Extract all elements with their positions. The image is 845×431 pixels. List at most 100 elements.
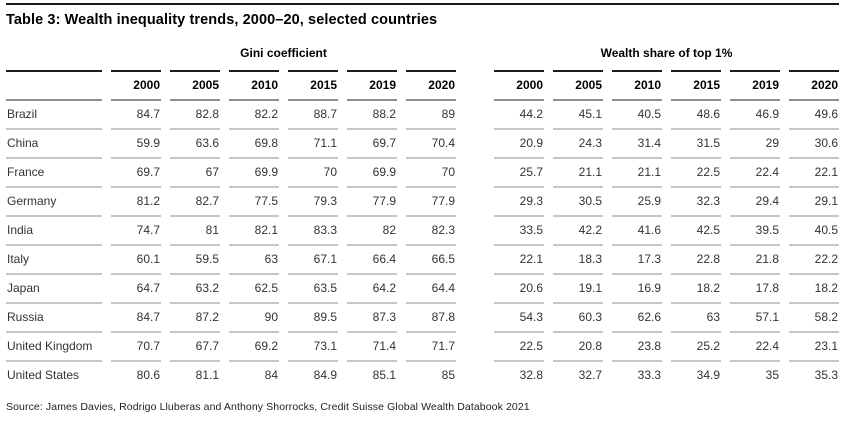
country-label: Italy bbox=[6, 246, 102, 275]
gini-value: 87.3 bbox=[347, 304, 397, 333]
wealth-share-value: 22.5 bbox=[671, 159, 721, 188]
wealth-share-value: 29 bbox=[730, 130, 780, 159]
wealth-share-value: 34.9 bbox=[696, 368, 720, 382]
gini-value: 69.7 bbox=[347, 130, 397, 159]
wealth-share-value: 54.3 bbox=[494, 304, 544, 333]
wealth-share-value: 49.6 bbox=[789, 101, 839, 130]
wealth-share-value: 18.3 bbox=[553, 246, 603, 275]
country-label: Japan bbox=[6, 275, 102, 304]
gini-value: 69.7 bbox=[111, 159, 161, 188]
gini-value: 84 bbox=[264, 368, 278, 382]
table-row: Germany 81.2 82.7 77.5 79.3 77.9 77.9 29.3 30.5 2… bbox=[6, 188, 839, 217]
gini-value: 69.8 bbox=[229, 130, 279, 159]
gini-value: 69.9 bbox=[347, 159, 397, 188]
year-header-row: 2000 2005 2010 2015 2019 2020 2000 2005 2010 2015… bbox=[6, 70, 839, 101]
table-title: Table 3: Wealth inequality trends, 2000–… bbox=[6, 12, 438, 28]
group-gap bbox=[465, 188, 485, 217]
group-gap bbox=[465, 217, 485, 246]
country-label: Russia bbox=[6, 304, 102, 333]
gini-value: 81.2 bbox=[111, 188, 161, 217]
gini-value: 87.2 bbox=[170, 304, 220, 333]
year-header: 2020 bbox=[406, 70, 456, 101]
wealth-share-value: 48.6 bbox=[671, 101, 721, 130]
table-row: France 69.7 67 69.9 70 69.9 70 25.7 21.1 21.1 22.5… bbox=[6, 159, 839, 188]
wealth-share-value: 40.5 bbox=[612, 101, 662, 130]
gini-value: 70 bbox=[288, 159, 338, 188]
country-label: France bbox=[6, 159, 102, 188]
gini-value: 74.7 bbox=[111, 217, 161, 246]
group-gap bbox=[465, 304, 485, 333]
group-gap bbox=[465, 44, 485, 70]
source-note: Source: James Davies, Rodrigo Lluberas a… bbox=[6, 401, 530, 413]
gini-value: 69.2 bbox=[229, 333, 279, 362]
gini-value: 88.7 bbox=[288, 101, 338, 130]
gini-value: 87.8 bbox=[406, 304, 456, 333]
gini-value: 73.1 bbox=[288, 333, 338, 362]
year-header: 2015 bbox=[671, 70, 721, 101]
country-label: India bbox=[6, 217, 102, 246]
year-header: 2020 bbox=[789, 70, 839, 101]
table-row: Russia 84.7 87.2 90 89.5 87.3 87.8 54.3 60.3 62.6… bbox=[6, 304, 839, 333]
wealth-share-value: 22.1 bbox=[494, 246, 544, 275]
gini-value: 79.3 bbox=[288, 188, 338, 217]
wealth-share-value: 20.8 bbox=[553, 333, 603, 362]
wealth-share-value: 20.9 bbox=[494, 130, 544, 159]
gini-value: 63.6 bbox=[170, 130, 220, 159]
wealth-share-value: 35.3 bbox=[814, 368, 838, 382]
wealth-share-value: 40.5 bbox=[789, 217, 839, 246]
gini-value: 71.1 bbox=[288, 130, 338, 159]
gini-value: 67 bbox=[170, 159, 220, 188]
gini-value: 88.2 bbox=[347, 101, 397, 130]
gini-value: 70.4 bbox=[406, 130, 456, 159]
document-page: Table 3: Wealth inequality trends, 2000–… bbox=[6, 3, 839, 413]
gini-value: 64.7 bbox=[111, 275, 161, 304]
year-header: 2019 bbox=[730, 70, 780, 101]
gini-value: 82.2 bbox=[229, 101, 279, 130]
group-header-wealth-share: Wealth share of top 1% bbox=[600, 46, 733, 60]
wealth-share-value: 22.4 bbox=[730, 159, 780, 188]
year-header: 2010 bbox=[612, 70, 662, 101]
wealth-share-value: 58.2 bbox=[789, 304, 839, 333]
gini-value: 67.1 bbox=[288, 246, 338, 275]
year-header: 2000 bbox=[494, 70, 544, 101]
wealth-share-value: 60.3 bbox=[553, 304, 603, 333]
gini-value: 66.5 bbox=[406, 246, 456, 275]
gini-value: 84.7 bbox=[111, 101, 161, 130]
gini-value: 89 bbox=[406, 101, 456, 130]
wealth-share-value: 46.9 bbox=[730, 101, 780, 130]
wealth-share-value: 24.3 bbox=[553, 130, 603, 159]
gini-value: 59.5 bbox=[170, 246, 220, 275]
gini-value: 71.7 bbox=[406, 333, 456, 362]
wealth-share-value: 31.4 bbox=[612, 130, 662, 159]
country-label: United Kingdom bbox=[6, 333, 102, 362]
wealth-share-value: 22.8 bbox=[671, 246, 721, 275]
wealth-share-value: 57.1 bbox=[730, 304, 780, 333]
country-label: Brazil bbox=[6, 101, 102, 130]
country-label: China bbox=[6, 130, 102, 159]
gini-value: 60.1 bbox=[111, 246, 161, 275]
wealth-share-value: 33.3 bbox=[637, 368, 661, 382]
country-label: Germany bbox=[6, 188, 102, 217]
gini-value: 70 bbox=[406, 159, 456, 188]
year-header: 2005 bbox=[170, 70, 220, 101]
year-header: 2005 bbox=[553, 70, 603, 101]
wealth-share-value: 62.6 bbox=[612, 304, 662, 333]
gini-value: 83.3 bbox=[288, 217, 338, 246]
wealth-share-value: 19.1 bbox=[553, 275, 603, 304]
gini-value: 77.9 bbox=[347, 188, 397, 217]
group-gap bbox=[465, 275, 485, 304]
wealth-inequality-table: Gini coefficient Wealth share of top 1% … bbox=[0, 44, 845, 389]
gini-value: 81.1 bbox=[195, 368, 219, 382]
wealth-share-value: 23.8 bbox=[612, 333, 662, 362]
gini-value: 82 bbox=[347, 217, 397, 246]
gini-value: 66.4 bbox=[347, 246, 397, 275]
wealth-share-value: 32.7 bbox=[578, 368, 602, 382]
gini-value: 63.5 bbox=[288, 275, 338, 304]
table-row: Italy 60.1 59.5 63 67.1 66.4 66.5 22.1 18.3 17.3 2… bbox=[6, 246, 839, 275]
wealth-share-value: 63 bbox=[671, 304, 721, 333]
gini-value: 84.7 bbox=[111, 304, 161, 333]
wealth-share-value: 33.5 bbox=[494, 217, 544, 246]
wealth-share-value: 30.5 bbox=[553, 188, 603, 217]
group-header-row: Gini coefficient Wealth share of top 1% bbox=[6, 44, 839, 70]
table-row: Brazil 84.7 82.8 82.2 88.7 88.2 89 44.2 45.1 40.5… bbox=[6, 101, 839, 130]
